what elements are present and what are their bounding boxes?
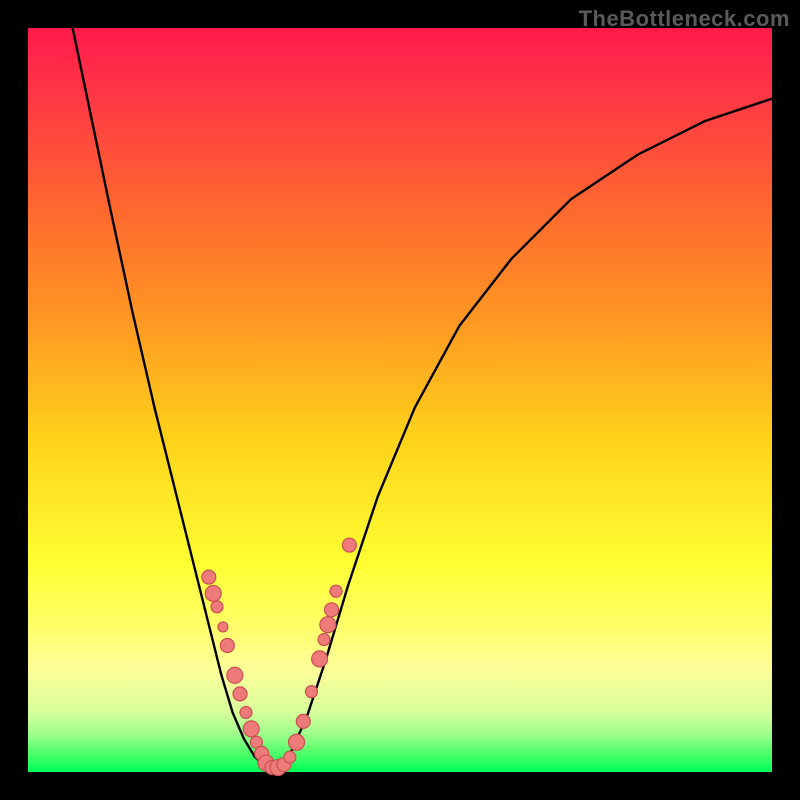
marker-point <box>240 706 252 718</box>
marker-point <box>227 667 243 683</box>
marker-point <box>318 634 330 646</box>
marker-point <box>211 601 223 613</box>
marker-point <box>205 585 221 601</box>
plot-background <box>28 28 772 772</box>
marker-point <box>233 687 247 701</box>
marker-point <box>220 639 234 653</box>
marker-point <box>330 585 342 597</box>
watermark-text: TheBottleneck.com <box>579 6 790 32</box>
marker-point <box>218 622 228 632</box>
marker-point <box>243 721 259 737</box>
chart-svg <box>0 0 800 800</box>
marker-point <box>284 751 296 763</box>
marker-point <box>296 714 310 728</box>
marker-point <box>320 617 336 633</box>
marker-point <box>202 570 216 584</box>
marker-point <box>312 651 328 667</box>
marker-point <box>305 686 317 698</box>
marker-point <box>325 603 339 617</box>
chart-frame: TheBottleneck.com <box>0 0 800 800</box>
marker-point <box>342 538 356 552</box>
marker-point <box>289 734 305 750</box>
